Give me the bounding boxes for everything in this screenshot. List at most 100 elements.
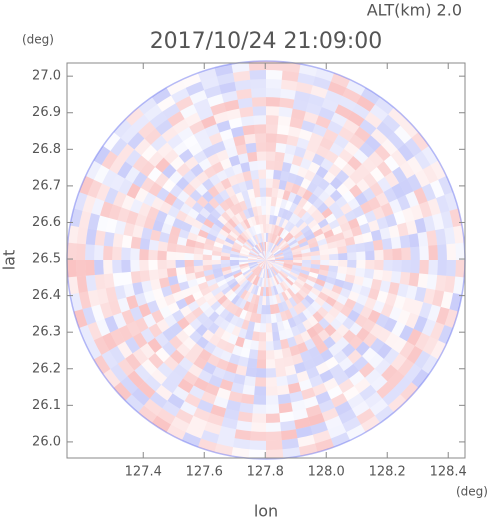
echo-cell — [227, 175, 239, 187]
echo-cell — [292, 262, 303, 267]
echo-cell — [279, 242, 289, 250]
echo-cell — [410, 246, 420, 260]
echo-cell — [300, 158, 312, 170]
echo-cell — [335, 238, 347, 248]
echo-cell — [259, 268, 264, 278]
echo-cell — [291, 155, 304, 167]
echo-cell — [329, 330, 343, 344]
echo-cell — [104, 315, 119, 333]
echo-cell — [280, 420, 296, 432]
echo-cell — [376, 381, 394, 399]
x-unit: (deg) — [456, 485, 488, 499]
echo-cell — [258, 214, 263, 225]
echo-cell — [342, 416, 361, 433]
echo-cell — [188, 363, 203, 378]
echo-cell — [300, 248, 311, 254]
echo-cell — [288, 202, 298, 213]
echo-cell — [377, 176, 392, 193]
echo-cell — [329, 189, 343, 202]
echo-cell — [287, 382, 302, 394]
echo-cell — [154, 172, 169, 188]
echo-cell — [253, 322, 261, 333]
echo-cell — [281, 219, 289, 229]
echo-cell — [264, 260, 266, 270]
echo-cell — [347, 260, 357, 268]
echo-cell — [266, 359, 276, 369]
echo-cell — [429, 321, 445, 341]
echo-cell — [356, 95, 375, 112]
echo-cell — [303, 282, 314, 292]
echo-cell — [306, 275, 317, 283]
echo-cell — [266, 260, 270, 269]
echo-cell — [245, 366, 257, 378]
echo-cell — [244, 310, 252, 322]
echo-cell — [236, 222, 246, 233]
y-tick-label: 26.8 — [32, 142, 61, 157]
echo-cell — [266, 151, 276, 161]
echo-cell — [246, 239, 255, 248]
echo-cell — [164, 192, 178, 206]
echo-cell — [193, 98, 211, 113]
echo-cell — [187, 278, 199, 288]
echo-cell — [166, 251, 176, 260]
echo-cell — [347, 156, 362, 171]
echo-cell — [253, 395, 266, 405]
echo-cell — [180, 401, 198, 416]
echo-cell — [289, 271, 299, 279]
echo-cell — [281, 209, 289, 220]
echo-cell — [243, 219, 251, 229]
echo-cell — [274, 262, 284, 267]
echo-cell — [198, 229, 209, 239]
echo-cell — [210, 404, 227, 418]
echo-cell — [384, 213, 398, 228]
echo-cell — [388, 306, 402, 322]
echo-cell — [227, 218, 237, 229]
echo-cell — [406, 156, 423, 175]
echo-cell — [278, 179, 288, 191]
echo-cell — [120, 376, 139, 395]
echo-cell — [208, 282, 219, 292]
echo-cell — [195, 183, 208, 197]
echo-cell — [202, 329, 215, 342]
echo-cell — [276, 321, 285, 332]
echo-cell — [455, 242, 465, 260]
echo-cell — [380, 202, 394, 217]
echo-cell — [300, 330, 312, 342]
echo-cell — [275, 284, 282, 294]
echo-cell — [258, 341, 266, 351]
echo-cell — [293, 333, 305, 345]
echo-cell — [295, 291, 305, 302]
echo-cell — [93, 165, 110, 184]
echo-cell — [78, 210, 92, 229]
echo-cell — [233, 438, 251, 450]
echo-cell — [283, 153, 295, 164]
echo-cell — [172, 217, 185, 230]
echo-cell — [178, 229, 190, 239]
echo-cell — [376, 121, 394, 139]
echo-cell — [167, 370, 183, 386]
echo-cell — [423, 215, 436, 232]
echo-cell — [305, 102, 322, 116]
echo-cell — [252, 106, 266, 116]
echo-cell — [266, 250, 268, 260]
echo-cell — [274, 357, 285, 369]
echo-cell — [292, 264, 302, 270]
echo-cell — [258, 332, 266, 342]
echo-cell — [250, 431, 266, 441]
echo-cell — [269, 205, 276, 216]
echo-cell — [87, 321, 103, 341]
echo-cell — [421, 318, 436, 337]
echo-cell — [308, 346, 321, 359]
echo-cell — [210, 300, 222, 312]
echo-cell — [219, 308, 230, 320]
echo-cell — [383, 348, 400, 365]
echo-cell — [341, 343, 356, 358]
echo-cell — [240, 266, 250, 272]
echo-cell — [109, 156, 126, 175]
echo-cell — [281, 438, 299, 450]
echo-cell — [315, 361, 330, 375]
echo-cell — [247, 260, 257, 262]
echo-cell — [231, 163, 243, 176]
echo-cell — [291, 215, 301, 226]
echo-cell — [208, 132, 223, 146]
